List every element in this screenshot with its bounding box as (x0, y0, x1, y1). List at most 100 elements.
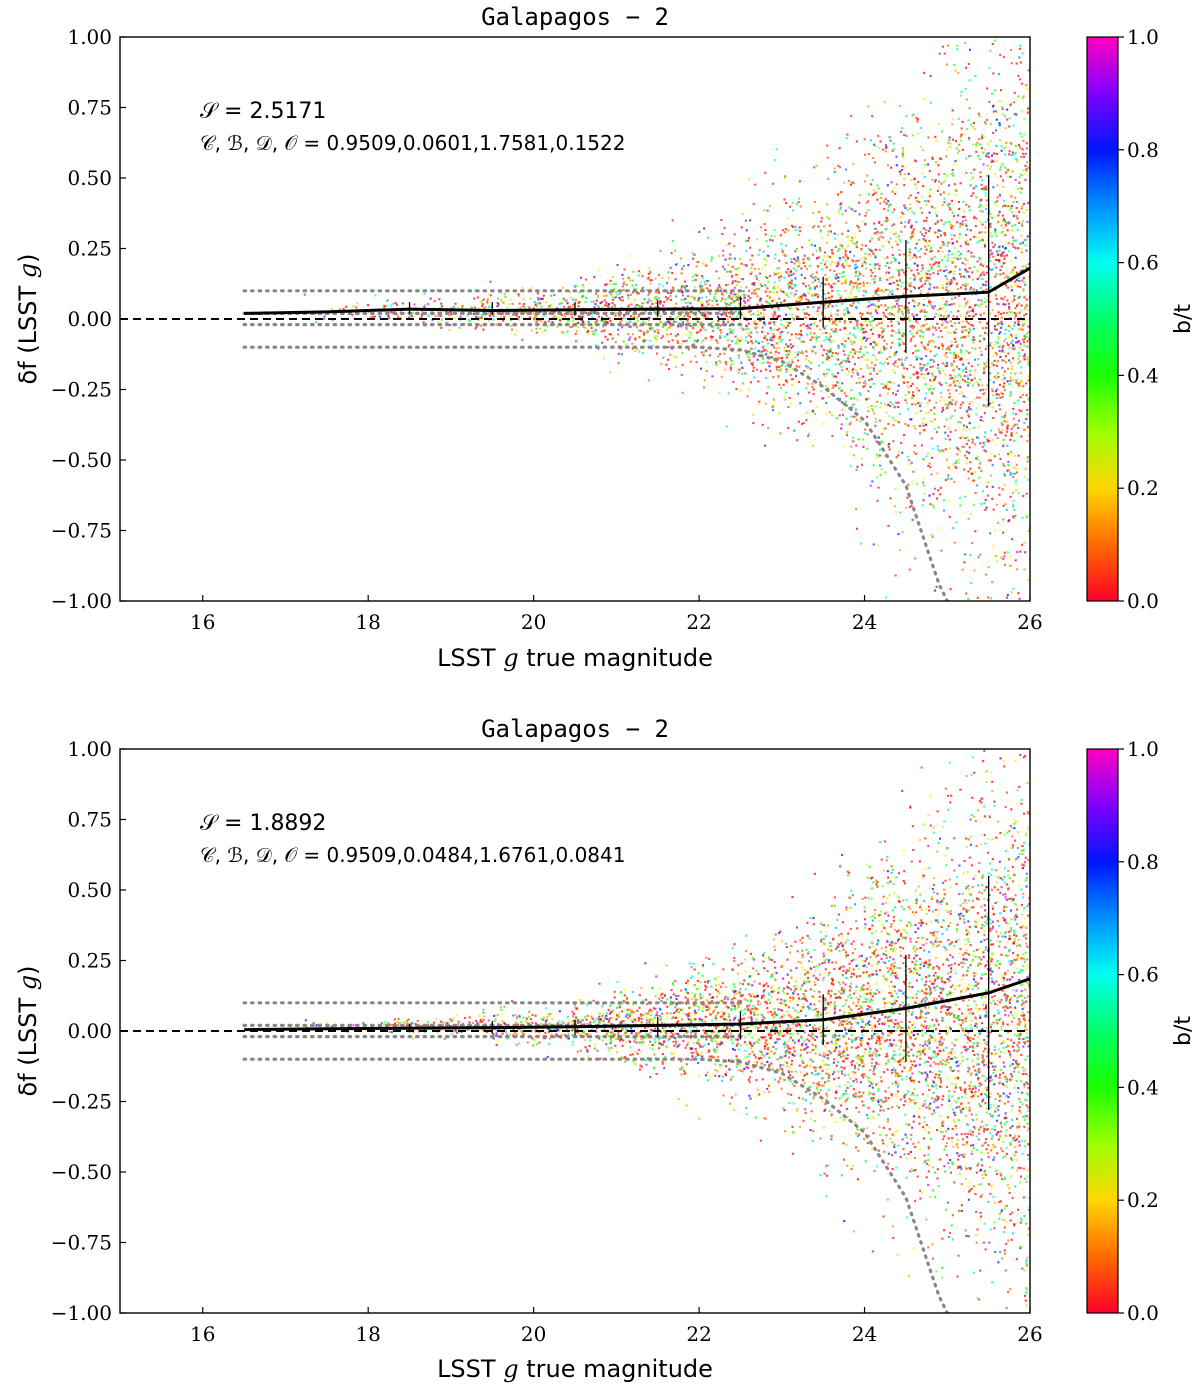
scatter-point (811, 409, 814, 412)
scatter-point (956, 343, 959, 346)
scatter-point (939, 269, 942, 272)
scatter-point (910, 481, 913, 484)
scatter-point (688, 336, 691, 339)
scatter-point (517, 318, 520, 321)
scatter-point (847, 229, 850, 232)
scatter-point (967, 62, 970, 65)
scatter-point (1018, 419, 1021, 422)
scatter-point (1012, 201, 1015, 204)
scatter-point (964, 242, 967, 245)
scatter-point (1022, 241, 1025, 244)
scatter-point (869, 269, 872, 272)
scatter-point (843, 266, 846, 269)
scatter-point (708, 354, 711, 357)
scatter-point (989, 222, 992, 225)
scatter-point (389, 311, 392, 314)
scatter-point (977, 112, 980, 115)
scatter-point (937, 186, 940, 189)
scatter-point (821, 361, 824, 364)
scatter-point (913, 305, 916, 308)
scatter-point (807, 284, 810, 287)
scatter-point (996, 273, 999, 276)
scatter-point (928, 195, 931, 198)
scatter-point (879, 235, 882, 238)
scatter-point (939, 314, 942, 317)
scatter-point (866, 364, 869, 367)
scatter-point (718, 391, 721, 394)
scatter-point (703, 227, 706, 230)
scatter-point (944, 373, 947, 376)
scatter-point (691, 279, 694, 282)
scatter-point (633, 298, 636, 301)
scatter-point (867, 248, 870, 251)
scatter-point (916, 375, 919, 378)
scatter-point (803, 312, 806, 315)
scatter-point (876, 289, 879, 292)
scatter-point (686, 339, 689, 342)
scatter-point (1009, 379, 1012, 382)
scatter-point (374, 294, 377, 297)
scatter-point (819, 285, 822, 288)
scatter-point (669, 298, 672, 301)
scatter-point (1021, 279, 1024, 282)
scatter-point (844, 280, 847, 283)
scatter-point (867, 209, 870, 212)
scatter-point (751, 362, 754, 365)
scatter-point (794, 284, 797, 287)
scatter-point (773, 309, 776, 312)
scatter-point (1020, 82, 1023, 85)
scatter-point (937, 229, 940, 232)
scatter-point (933, 379, 936, 382)
scatter-point (975, 217, 978, 220)
scatter-point (890, 305, 893, 308)
scatter-point (948, 220, 951, 223)
scatter-point (756, 295, 759, 298)
scatter-point (728, 344, 731, 347)
scatter-point (1027, 325, 1030, 328)
scatter-point (850, 340, 853, 343)
scatter-point (632, 270, 635, 273)
scatter-point (840, 401, 843, 404)
scatter-point (826, 354, 829, 357)
scatter-point (786, 381, 789, 384)
scatter-point (566, 330, 569, 333)
scatter-point (1010, 207, 1013, 210)
scatter-point (994, 89, 997, 92)
scatter-point (769, 351, 772, 354)
scatter-point (513, 333, 516, 336)
scatter-point (627, 333, 630, 336)
scatter-point (1007, 153, 1010, 156)
scatter-point (1012, 407, 1015, 410)
scatter-point (733, 257, 736, 260)
scatter-point (611, 337, 614, 340)
scatter-point (1012, 475, 1015, 478)
scatter-point (787, 274, 790, 277)
scatter-point (797, 315, 800, 318)
scatter-point (1000, 320, 1003, 323)
scatter-point (763, 323, 766, 326)
scatter-point (728, 324, 731, 327)
scatter-point (861, 463, 864, 466)
scatter-point (603, 294, 606, 297)
scatter-point (973, 235, 976, 238)
scatter-point (831, 260, 834, 263)
scatter-point (962, 363, 965, 366)
scatter-point (817, 378, 820, 381)
scatter-point (805, 355, 808, 358)
scatter-point (692, 257, 695, 260)
scatter-point (621, 326, 624, 329)
scatter-point (944, 448, 947, 451)
scatter-point (873, 278, 876, 281)
scatter-point (865, 339, 868, 342)
scatter-point (899, 216, 902, 219)
scatter-point (577, 315, 580, 318)
scatter-point (785, 293, 788, 296)
scatter-point (925, 355, 928, 358)
scatter-point (932, 325, 935, 328)
scatter-point (837, 293, 840, 296)
scatter-point (659, 321, 662, 324)
scatter-point (751, 289, 754, 292)
scatter-point (514, 314, 517, 317)
scatter-point (479, 301, 482, 304)
scatter-point (768, 322, 771, 325)
